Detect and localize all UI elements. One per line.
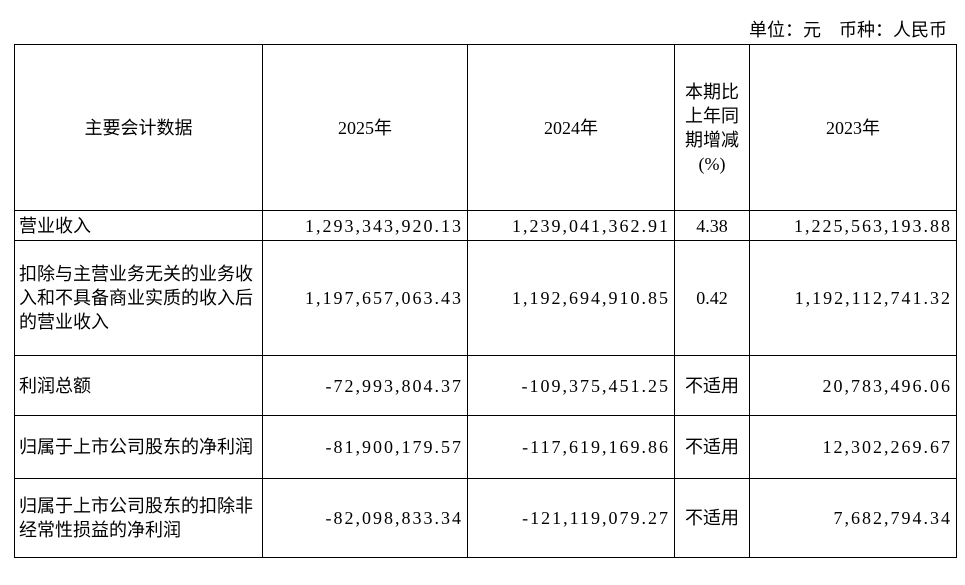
data-row: 归属于上市公司股东的扣除非经常性损益的净利润 -82,098,833.34 -121…	[14, 478, 957, 558]
cell: -81,900,179.57	[262, 415, 468, 479]
data-row: 营业收入 1,293,343,920.13 1,239,041,362.91 4.38…	[14, 210, 957, 241]
cell: -82,098,833.34	[262, 478, 468, 558]
header-cell: 2023年	[749, 44, 957, 211]
header-row: 主要会计数据 2025年 2024年 本期比上年同期增减(%) 2023年	[14, 44, 957, 211]
row-label: 归属于上市公司股东的扣除非经常性损益的净利润	[14, 478, 263, 558]
cell: 1,225,563,193.88	[749, 210, 957, 241]
cell: 20,783,496.06	[749, 355, 957, 416]
cell: -109,375,451.25	[467, 355, 675, 416]
cell: 1,197,657,063.43	[262, 240, 468, 356]
cell: 1,192,112,741.32	[749, 240, 957, 356]
data-row: 扣除与主营业务无关的业务收入和不具备商业实质的收入后的营业收入 1,197,657…	[14, 240, 957, 356]
cell: 1,192,694,910.85	[467, 240, 675, 356]
cell: -117,619,169.86	[467, 415, 675, 479]
header-cell: 2025年	[262, 44, 468, 211]
cell: 1,239,041,362.91	[467, 210, 675, 241]
cell: 4.38	[674, 210, 750, 241]
cell: 不适用	[674, 415, 750, 479]
row-label: 营业收入	[14, 210, 263, 241]
data-row: 归属于上市公司股东的净利润 -81,900,179.57 -117,619,169.…	[14, 415, 957, 479]
cell: 不适用	[674, 355, 750, 416]
cell: -72,993,804.37	[262, 355, 468, 416]
data-row: 利润总额 -72,993,804.37 -109,375,451.25 不适用 20,7…	[14, 355, 957, 416]
cell: 12,302,269.67	[749, 415, 957, 479]
header-cell: 本期比上年同期增减(%)	[674, 44, 750, 211]
row-label: 扣除与主营业务无关的业务收入和不具备商业实质的收入后的营业收入	[14, 240, 263, 356]
cell: 1,293,343,920.13	[262, 210, 468, 241]
row-label: 归属于上市公司股东的净利润	[14, 415, 263, 479]
header-cell: 2024年	[467, 44, 675, 211]
cell: 7,682,794.34	[749, 478, 957, 558]
financial-table: 主要会计数据 2025年 2024年 本期比上年同期增减(%) 2023年 营业收入 1,2…	[14, 44, 957, 558]
header-cell: 主要会计数据	[14, 44, 263, 211]
cell: 不适用	[674, 478, 750, 558]
row-label: 利润总额	[14, 355, 263, 416]
cell: 0.42	[674, 240, 750, 356]
unit-note: 单位：元 币种：人民币	[749, 20, 947, 40]
cell: -121,119,079.27	[467, 478, 675, 558]
